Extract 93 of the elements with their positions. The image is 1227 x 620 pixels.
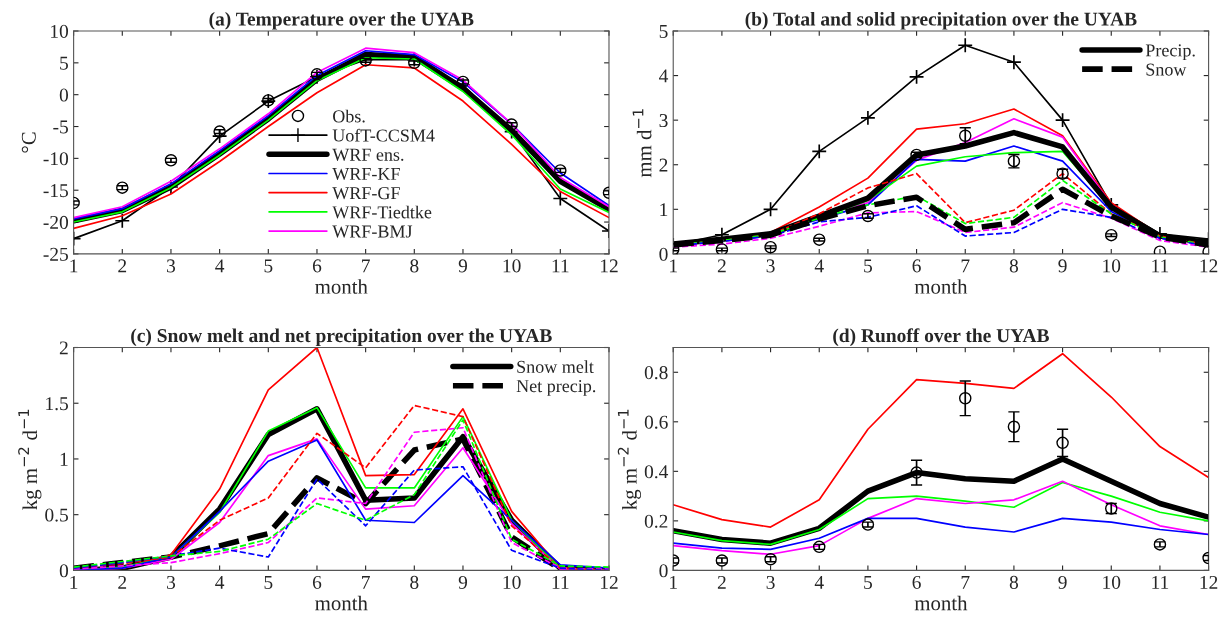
y-tick-label: 0.2 — [644, 514, 668, 528]
x-tick-label: 7 — [961, 259, 970, 273]
y-tick-label: -5 — [53, 120, 68, 134]
x-tick-label: 3 — [167, 259, 176, 273]
y-tick-label: 1 — [60, 452, 68, 466]
x-axis-title: month — [315, 595, 368, 611]
y-axis-title: mm d$^{−1}$ — [632, 109, 652, 178]
x-tick-label: 3 — [167, 575, 176, 589]
x-tick-label: 7 — [362, 259, 370, 273]
legend-label: Snow — [1146, 63, 1187, 76]
y-tick-label: 0 — [59, 564, 69, 578]
x-tick-label: 1 — [70, 575, 78, 589]
x-tick-label: 4 — [814, 259, 824, 273]
y-tick-label: -15 — [43, 184, 68, 198]
x-axis-title: month — [914, 595, 968, 611]
legend-label: WRF-BMJ — [332, 225, 413, 238]
y-tick-label: 2 — [59, 341, 68, 355]
x-tick-label: 12 — [1200, 259, 1218, 273]
x-tick-label: 6 — [312, 575, 322, 589]
x-tick-label: 2 — [118, 575, 127, 589]
x-tick-label: 5 — [864, 576, 873, 589]
legend-label: UofT-CCSM4 — [332, 128, 435, 142]
y-tick-label: 0.6 — [644, 415, 668, 429]
x-tick-label: 8 — [1009, 575, 1019, 589]
x-axis-title: month — [914, 279, 968, 294]
legend-label: Net precip. — [516, 380, 596, 396]
y-tick-label: 1 — [660, 203, 668, 217]
x-tick-label: 4 — [215, 575, 225, 589]
y-tick-label: 1.5 — [46, 397, 68, 411]
y-tick-label: -10 — [43, 152, 69, 166]
x-tick-label: 9 — [458, 259, 468, 273]
x-tick-label: 10 — [1103, 259, 1121, 273]
x-tick-label: 9 — [1058, 575, 1067, 589]
x-tick-label: 11 — [1152, 259, 1169, 273]
legend-label: WRF-Tiedtke — [332, 205, 432, 219]
x-tick-label: 7 — [961, 576, 970, 589]
y-tick-label: 10 — [51, 24, 69, 38]
y-tick-label: 0.4 — [644, 465, 669, 479]
x-tick-label: 5 — [864, 259, 873, 273]
x-tick-label: 10 — [503, 259, 521, 273]
y-tick-label: -20 — [43, 215, 69, 229]
legend-label: WRF-GF — [332, 187, 400, 200]
y-tick-label: 0.5 — [45, 508, 68, 522]
x-tick-label: 5 — [264, 576, 273, 589]
chart-title: (c) Snow melt and net precipitation over the UYAB — [131, 328, 552, 347]
y-tick-label: 0.8 — [644, 366, 668, 380]
y-tick-label: 0 — [659, 564, 668, 578]
x-tick-label: 12 — [600, 575, 618, 589]
chart-title: (a) Temperature over the UYAB — [209, 11, 474, 30]
x-tick-label: 2 — [118, 259, 127, 273]
x-tick-label: 3 — [766, 259, 775, 273]
x-tick-label: 6 — [912, 575, 921, 589]
x-tick-label: 6 — [912, 259, 921, 273]
y-tick-label: 3 — [659, 114, 668, 128]
y-tick-label: 5 — [60, 56, 68, 70]
x-tick-label: 12 — [600, 259, 618, 273]
y-axis-title: kg m$^{−2}$ d$^{−1}$ — [18, 409, 42, 510]
legend-label: Obs. — [333, 109, 365, 123]
x-tick-label: 2 — [717, 575, 726, 589]
x-tick-label: 4 — [215, 259, 225, 273]
x-tick-label: 8 — [410, 575, 419, 589]
x-tick-label: 6 — [312, 259, 322, 273]
y-axis-title: °C — [21, 132, 36, 153]
legend-label: WRF-KF — [332, 168, 400, 181]
y-axis-title: kg m$^{−2}$ d$^{−1}$ — [617, 409, 642, 510]
x-tick-label: 11 — [1152, 575, 1169, 589]
x-tick-label: 1 — [70, 259, 78, 273]
y-tick-label: 4 — [659, 69, 669, 83]
y-tick-label: 0 — [659, 247, 668, 261]
legend-label: WRF ens. — [332, 148, 404, 161]
x-tick-label: 12 — [1200, 575, 1218, 589]
y-tick-label: 0 — [59, 88, 69, 102]
x-tick-label: 11 — [552, 575, 569, 589]
x-tick-label: 9 — [458, 575, 468, 589]
y-tick-label: 5 — [659, 25, 668, 38]
y-tick-label: -25 — [43, 247, 68, 261]
legend-label: Snow melt — [517, 360, 594, 373]
x-axis-title: month — [315, 279, 368, 294]
x-tick-label: 4 — [814, 575, 824, 589]
x-tick-label: 8 — [410, 259, 419, 273]
chart-title: (b) Total and solid precipitation over the UYAB — [745, 11, 1137, 30]
x-tick-label: 5 — [264, 259, 273, 273]
x-tick-label: 7 — [362, 576, 370, 589]
x-tick-label: 10 — [1103, 575, 1121, 589]
y-tick-label: 2 — [659, 158, 668, 172]
x-tick-label: 3 — [766, 575, 775, 589]
x-tick-label: 2 — [717, 259, 726, 273]
x-tick-label: 8 — [1009, 259, 1019, 273]
x-tick-label: 11 — [552, 259, 569, 273]
x-tick-label: 10 — [503, 575, 521, 589]
x-tick-label: 9 — [1058, 259, 1067, 273]
chart-title: (d) Runoff over the UYAB — [833, 328, 1049, 347]
legend-label: Precip. — [1145, 44, 1195, 61]
